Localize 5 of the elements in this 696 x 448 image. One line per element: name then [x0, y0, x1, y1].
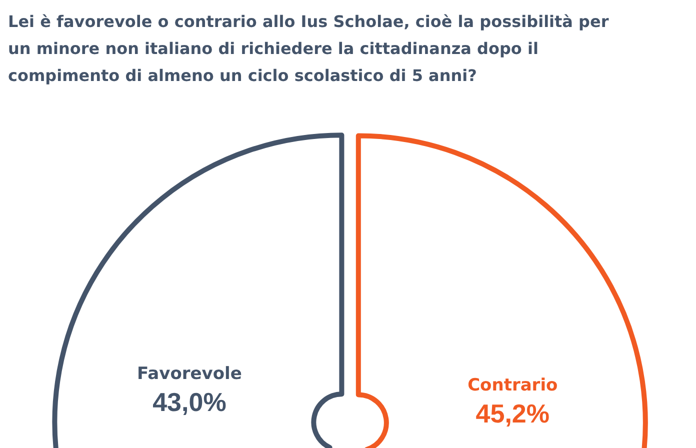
data-label: 45,2% — [476, 398, 550, 428]
chart-title: Lei è favorevole o contrario allo Ius Scholae, cioè la possibilità per un minore non italiano di richiedere la cittadinanza dopo il compimento di almeno un ciclo scolastico di 5 anni? — [8, 12, 609, 85]
slice-label: Contrario — [468, 375, 558, 396]
data-label: 43,0% — [152, 387, 226, 418]
slice-label: Favorevole — [137, 364, 242, 384]
